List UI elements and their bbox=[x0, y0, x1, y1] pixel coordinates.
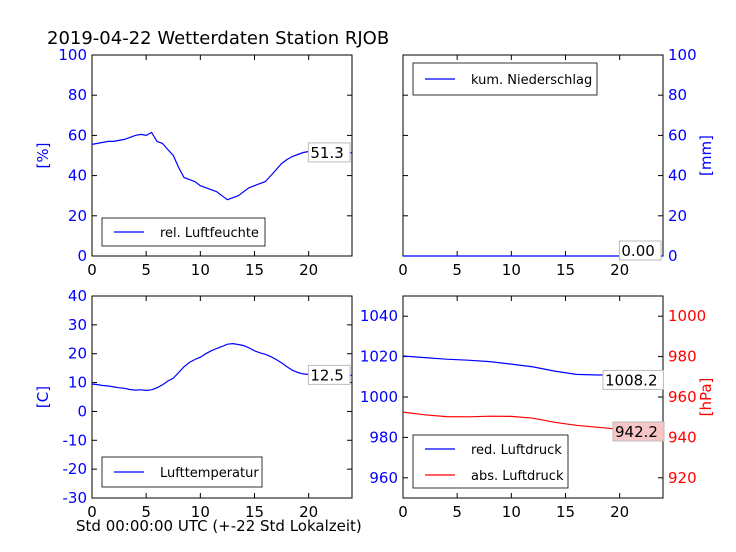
legend-entry-1: abs. Luftdruck bbox=[471, 469, 564, 484]
legend-box bbox=[101, 217, 266, 247]
y-tick-label: 10 bbox=[68, 374, 87, 392]
x-tick-label: 0 bbox=[398, 503, 408, 521]
y-tick-label: 30 bbox=[68, 316, 87, 334]
y-tick-label: 80 bbox=[668, 86, 687, 104]
y-tick-label: 960 bbox=[369, 469, 398, 487]
plot-frame bbox=[91, 54, 353, 257]
y-tick-label: 100 bbox=[58, 46, 87, 64]
x-tick-label: 20 bbox=[299, 503, 318, 521]
legend-entry-0: red. Luftdruck bbox=[471, 443, 562, 458]
x-tick-label: 20 bbox=[610, 503, 629, 521]
x-tick-label: 10 bbox=[502, 261, 521, 279]
x-tick-label: 10 bbox=[191, 503, 210, 521]
x-tick-label: 0 bbox=[87, 261, 97, 279]
y-tick-label: 0 bbox=[668, 247, 678, 265]
y-tick-label: 80 bbox=[68, 86, 87, 104]
x-tick-label: 10 bbox=[502, 503, 521, 521]
y-axis-label: [C] bbox=[34, 386, 52, 408]
value-label-box bbox=[612, 421, 665, 442]
y-tick-label: 20 bbox=[668, 207, 687, 225]
y-tick-label: 1040 bbox=[360, 307, 398, 325]
panel-temperature: 0 5 10 15 20 -30 -20 -10 0 10 20 30 40 [C] 12.5 Lufttem… bbox=[34, 287, 353, 521]
x-tick-label: 15 bbox=[556, 261, 575, 279]
last-value-label: 0.00 bbox=[621, 242, 654, 260]
x-tick-label: 15 bbox=[556, 503, 575, 521]
y-axis-label: [%] bbox=[34, 143, 52, 169]
x-tick-label: 10 bbox=[191, 261, 210, 279]
x-tick-label: 5 bbox=[452, 503, 462, 521]
y-tick-label: 100 bbox=[668, 46, 697, 64]
y-tick-label: -20 bbox=[63, 460, 88, 478]
figure-title: 2019-04-22 Wetterdaten Station RJOB bbox=[47, 28, 389, 49]
y-tick-label: 40 bbox=[68, 167, 87, 185]
y-axis-label: [hPa] bbox=[697, 378, 715, 417]
panel-pressure: 0 5 10 15 20 960 980 1000 1020 1040 920 940 960 980 10… bbox=[360, 295, 715, 521]
x-tick-label: 5 bbox=[141, 261, 151, 279]
x-tick-label: 20 bbox=[610, 261, 629, 279]
y-tick-label: 40 bbox=[68, 287, 87, 305]
panel-precip: 0 5 10 15 20 0 20 40 60 80 100 [mm] 0.00 kum. Nieders… bbox=[398, 46, 715, 279]
value-label-box bbox=[307, 364, 351, 385]
value-label-box bbox=[602, 369, 664, 390]
y-tick-label: 940 bbox=[668, 428, 697, 446]
last-value-label: 1008.2 bbox=[605, 371, 658, 389]
value-label-box bbox=[618, 240, 662, 261]
legend-entry-0: kum. Niederschlag bbox=[471, 73, 592, 88]
y-tick-label: 20 bbox=[68, 207, 87, 225]
y-tick-label: 960 bbox=[668, 388, 697, 406]
y-tick-label: 0 bbox=[77, 402, 87, 420]
x-axis-label: Std 00:00:00 UTC (+-22 Std Lokalzeit) bbox=[76, 517, 362, 535]
y-tick-label: 1020 bbox=[360, 348, 398, 366]
last-value-label: 942.2 bbox=[615, 423, 658, 441]
y-tick-label: 20 bbox=[68, 345, 87, 363]
legend-entry-0: rel. Luftfeuchte bbox=[160, 226, 259, 241]
x-tick-label: 5 bbox=[141, 503, 151, 521]
y-tick-label: 0 bbox=[77, 247, 87, 265]
y-tick-label: 60 bbox=[668, 126, 687, 144]
y-tick-label: -10 bbox=[63, 431, 88, 449]
x-tick-label: 5 bbox=[452, 261, 462, 279]
y-tick-label: 1000 bbox=[668, 307, 706, 325]
plot-frame bbox=[91, 295, 353, 499]
legend-entry-0: Lufttemperatur bbox=[160, 466, 259, 481]
y-tick-label: 980 bbox=[369, 428, 398, 446]
value-label-box bbox=[307, 142, 351, 163]
last-value-label: 51.3 bbox=[310, 144, 343, 162]
y-tick-label: 60 bbox=[68, 126, 87, 144]
x-tick-label: 15 bbox=[245, 503, 264, 521]
y-tick-label: 1000 bbox=[360, 388, 398, 406]
y-tick-label: -30 bbox=[63, 489, 88, 507]
y-tick-label: 920 bbox=[668, 469, 697, 487]
x-tick-label: 15 bbox=[245, 261, 264, 279]
y-axis-label: [mm] bbox=[697, 135, 715, 176]
legend-box bbox=[412, 434, 569, 489]
x-tick-label: 20 bbox=[299, 261, 318, 279]
x-tick-label: 0 bbox=[398, 261, 408, 279]
x-tick-label: 0 bbox=[87, 503, 97, 521]
y-tick-label: 40 bbox=[668, 167, 687, 185]
panel-humidity: 0 5 10 15 20 0 20 40 60 80 100 [%] 51.3 rel. Luftfeuc… bbox=[34, 46, 353, 279]
last-value-label: 12.5 bbox=[310, 366, 343, 384]
y-tick-label: 980 bbox=[668, 348, 697, 366]
